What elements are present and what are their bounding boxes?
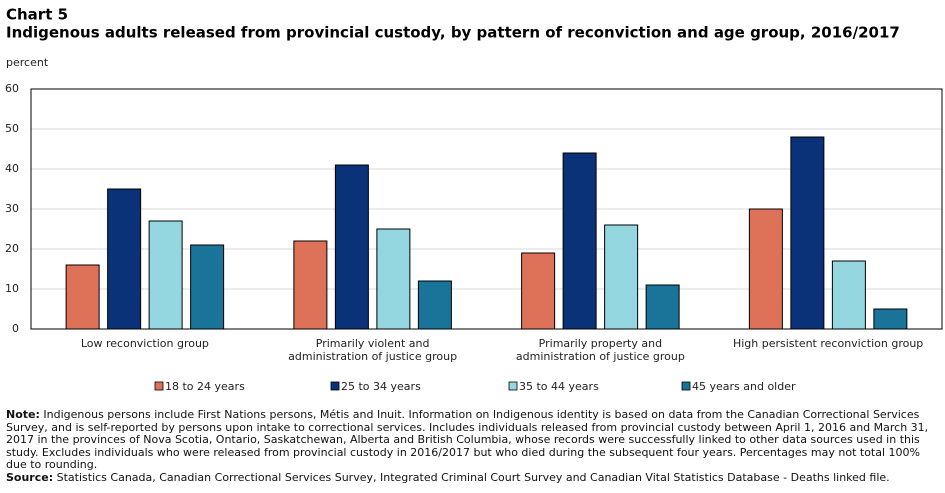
bar	[831, 260, 866, 330]
y-tick-label: 0	[12, 322, 19, 335]
bar	[417, 280, 452, 330]
note-label: Note:	[6, 408, 40, 421]
bar	[521, 252, 556, 330]
y-tick-label: 10	[5, 282, 19, 295]
bar	[645, 284, 680, 330]
y-tick-label: 30	[5, 202, 19, 215]
bar	[790, 136, 825, 330]
y-tick-label: 60	[5, 82, 19, 95]
bar	[148, 220, 183, 330]
x-tick-label: Primarily violent and	[316, 337, 430, 350]
chart: Chart 5 Indigenous adults released from …	[5, 6, 943, 393]
y-axis-label: percent	[6, 56, 49, 69]
legend-swatch	[681, 381, 691, 391]
source-label: Source:	[6, 470, 54, 484]
x-tick-label: administration of justice group	[288, 350, 457, 363]
note: Note: Indigenous persons include First N…	[6, 408, 936, 472]
bar	[873, 308, 908, 330]
y-tick-label: 50	[5, 122, 19, 135]
plot-frame	[30, 88, 943, 330]
y-tick-label: 20	[5, 242, 19, 255]
notes: Note: Indigenous persons include First N…	[6, 408, 936, 485]
bar	[562, 152, 597, 330]
x-tick-label: Primarily property and	[539, 337, 662, 350]
y-tick-label: 40	[5, 162, 19, 175]
note-text: Indigenous persons include First Nations…	[6, 408, 929, 471]
legend-swatch	[330, 381, 340, 391]
bar	[293, 240, 328, 330]
legend-swatch	[154, 381, 164, 391]
chart-subtitle: Indigenous adults released from provinci…	[6, 24, 900, 42]
source: Source: Statistics Canada, Canadian Corr…	[6, 470, 936, 485]
bar	[190, 244, 225, 330]
bar	[748, 208, 783, 330]
x-tick-label: Low reconviction group	[81, 337, 209, 350]
legend-label: 25 to 34 years	[341, 380, 421, 393]
bar	[65, 264, 100, 330]
bar	[107, 188, 142, 330]
bar	[604, 224, 639, 330]
legend-label: 45 years and older	[692, 380, 796, 393]
x-tick-label: administration of justice group	[516, 350, 685, 363]
bar	[334, 164, 369, 330]
bar	[376, 228, 411, 330]
x-tick-label: High persistent reconviction group	[733, 337, 923, 350]
source-text: Statistics Canada, Canadian Correctional…	[56, 470, 890, 484]
legend-label: 35 to 44 years	[519, 380, 599, 393]
legend-swatch	[508, 381, 518, 391]
chart-title: Chart 5	[6, 6, 68, 24]
legend-label: 18 to 24 years	[165, 380, 245, 393]
